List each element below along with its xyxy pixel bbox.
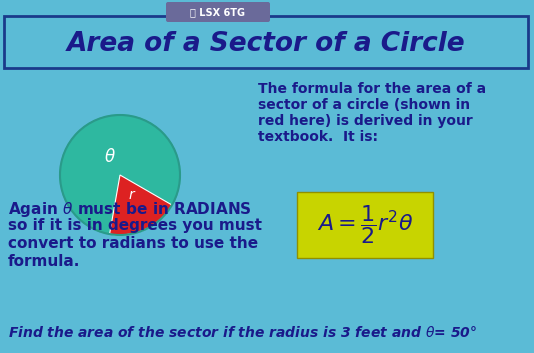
Text: Again $\theta$ must be in RADIANS: Again $\theta$ must be in RADIANS [8,200,252,219]
Text: formula.: formula. [8,254,81,269]
Text: so if it is in degrees you must: so if it is in degrees you must [8,218,262,233]
Text: $\theta$: $\theta$ [104,148,116,166]
Circle shape [60,115,180,235]
Text: $A = \dfrac{1}{2}r^2\theta$: $A = \dfrac{1}{2}r^2\theta$ [317,204,413,246]
Text: Ⓡ LSX 6TG: Ⓡ LSX 6TG [191,7,246,17]
FancyBboxPatch shape [166,2,270,22]
Text: $r$: $r$ [128,188,136,202]
Text: Area of a Sector of a Circle: Area of a Sector of a Circle [67,31,465,57]
Wedge shape [109,175,172,235]
Text: Find the area of the sector if the radius is 3 feet and $\theta$= 50°: Find the area of the sector if the radiu… [8,325,477,340]
FancyBboxPatch shape [297,192,433,258]
Text: textbook.  It is:: textbook. It is: [258,130,378,144]
Text: convert to radians to use the: convert to radians to use the [8,236,258,251]
Text: The formula for the area of a: The formula for the area of a [258,82,486,96]
FancyBboxPatch shape [4,16,528,68]
Text: sector of a circle (shown in: sector of a circle (shown in [258,98,470,112]
Text: red here) is derived in your: red here) is derived in your [258,114,473,128]
